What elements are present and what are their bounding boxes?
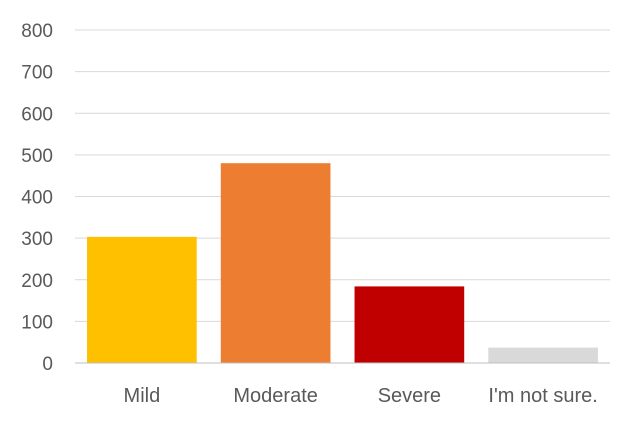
y-tick-label: 600 xyxy=(21,104,53,125)
category-label: Severe xyxy=(378,385,441,407)
y-tick-label: 700 xyxy=(21,63,53,84)
y-tick-label: 100 xyxy=(21,312,53,333)
category-label: Mild xyxy=(124,385,161,407)
bar-mild xyxy=(87,236,197,363)
y-axis-tick-labels: 0 100 200 300 400 500 600 700 800 xyxy=(21,21,53,375)
y-tick-label: 800 xyxy=(21,21,53,42)
bars xyxy=(87,163,598,363)
y-tick-label: 500 xyxy=(21,146,53,167)
bar-moderate xyxy=(220,163,331,363)
y-tick-label: 0 xyxy=(42,354,53,375)
category-label: I'm not sure. xyxy=(488,385,597,407)
bar-severe xyxy=(354,286,465,363)
y-tick-label: 400 xyxy=(21,188,53,209)
y-tick-label: 300 xyxy=(21,229,53,250)
bar-i-m-not-sure xyxy=(488,347,598,363)
category-label: Moderate xyxy=(233,385,318,407)
category-labels: Mild Moderate Severe I'm not sure. xyxy=(124,385,598,407)
y-tick-label: 200 xyxy=(21,271,53,292)
